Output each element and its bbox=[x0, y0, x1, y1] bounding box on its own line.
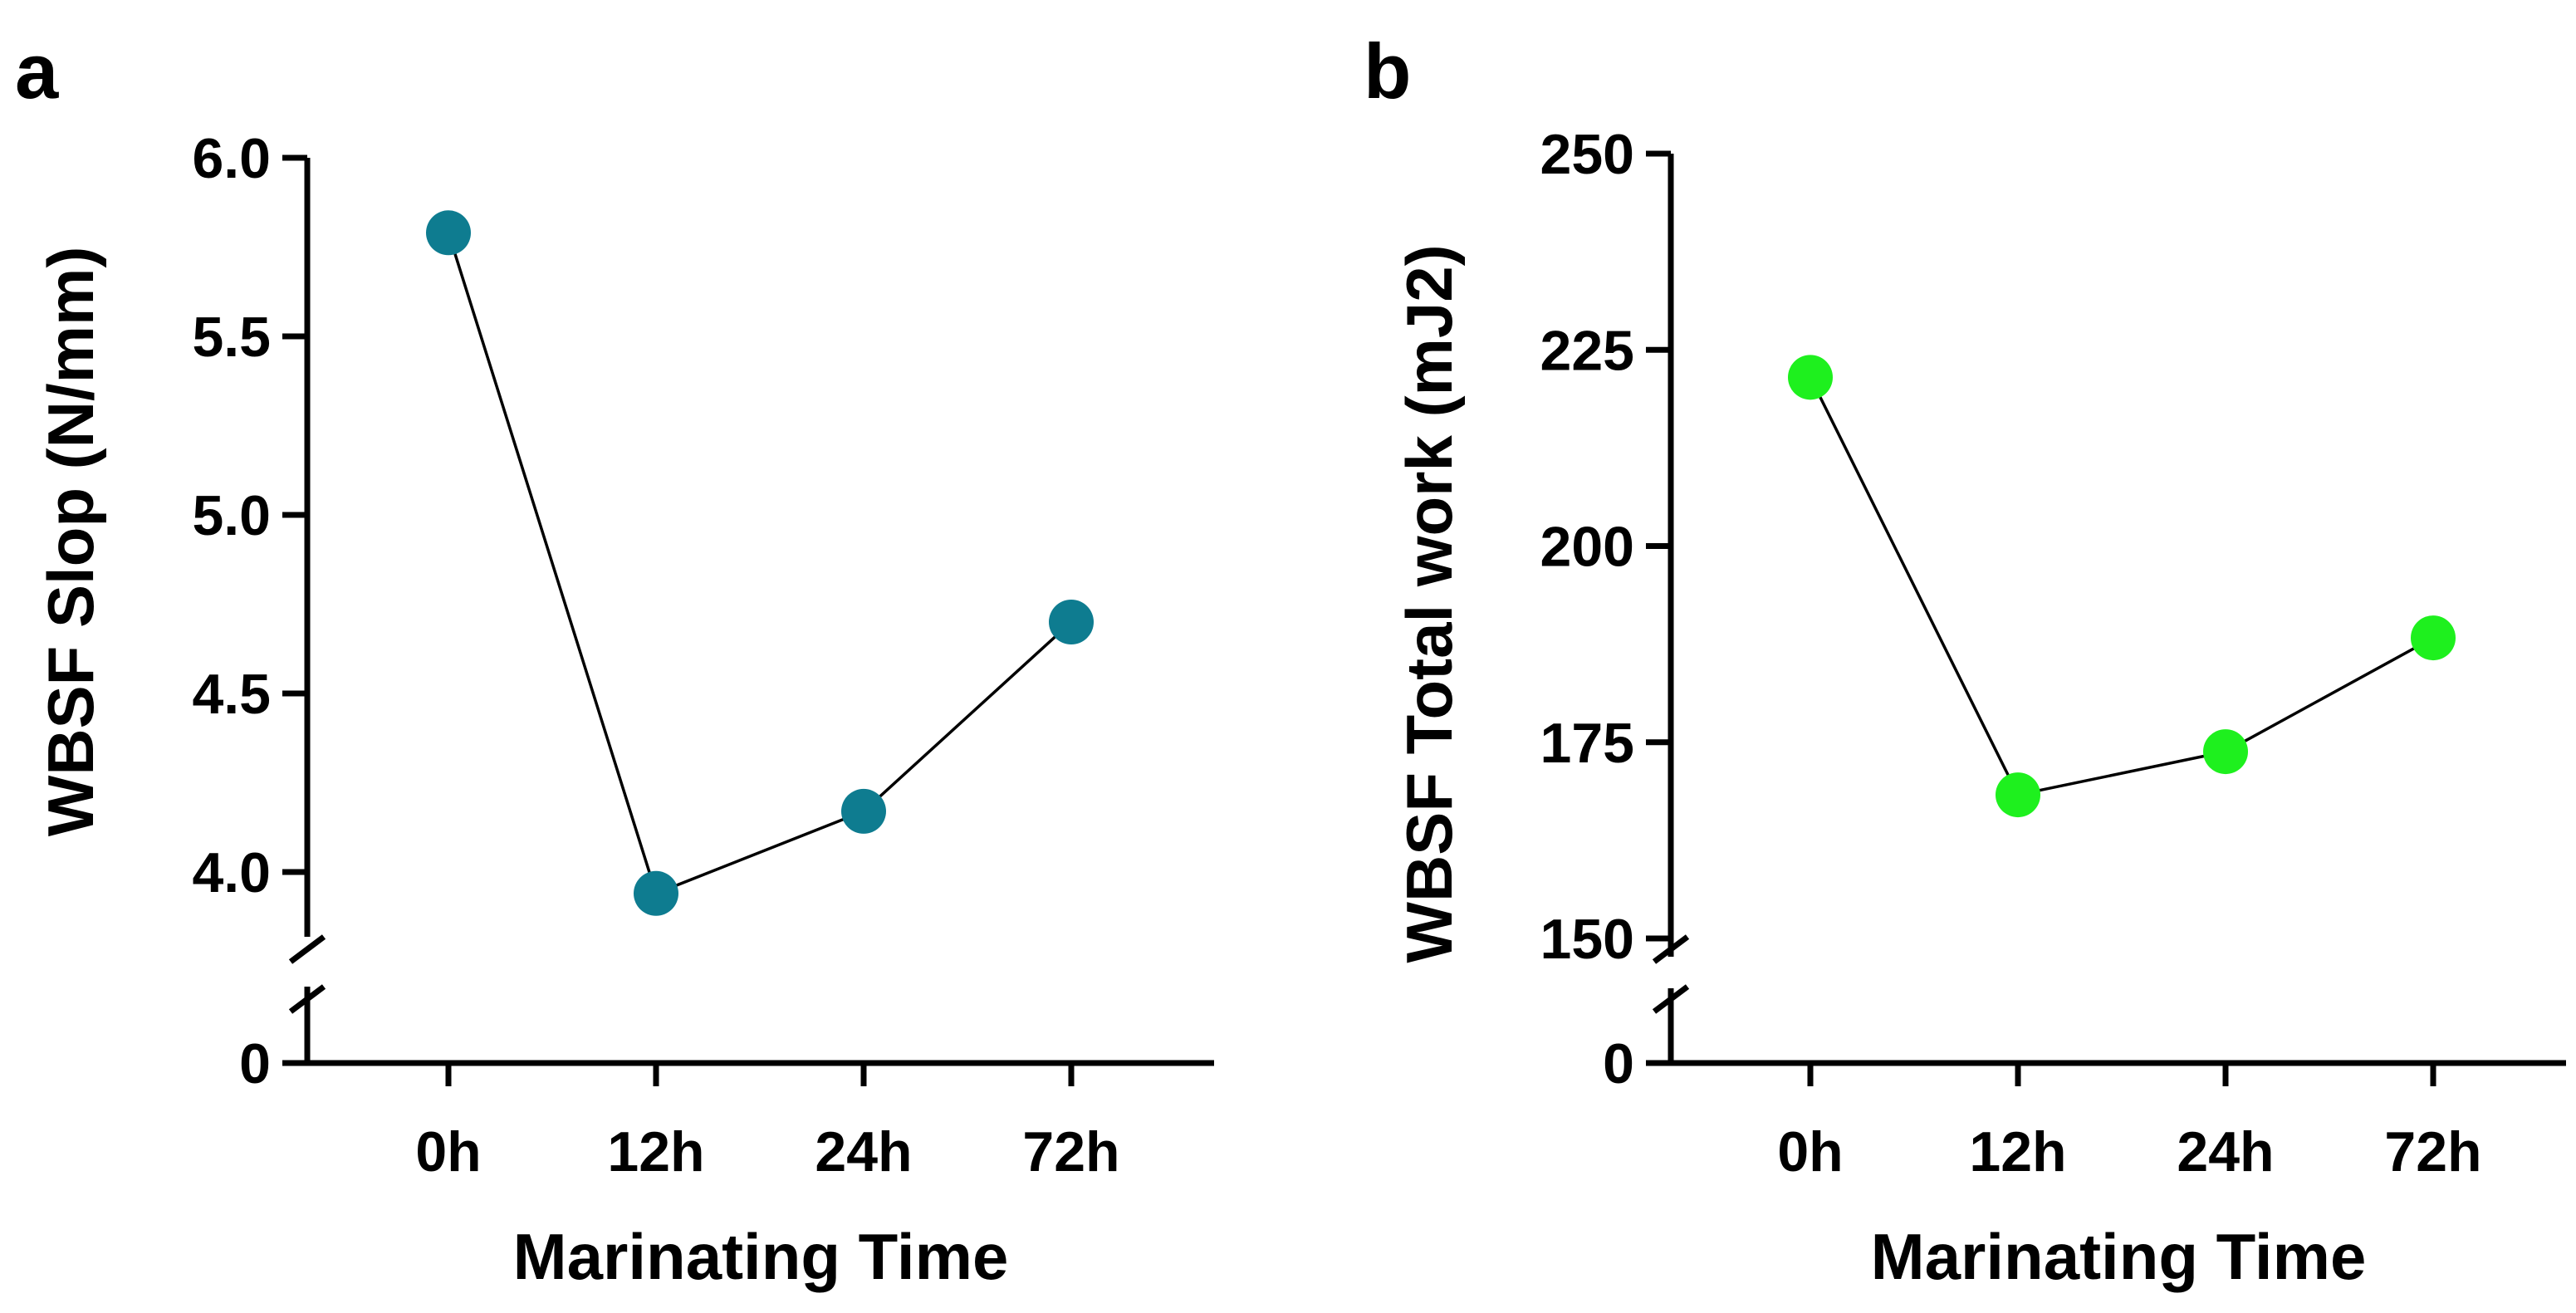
y-tick-label: 5.5 bbox=[192, 306, 271, 369]
x-tick-label: 12h bbox=[1969, 1120, 2066, 1183]
x-tick-label: 72h bbox=[1022, 1120, 1119, 1183]
y-tick-label: 225 bbox=[1540, 319, 1634, 382]
data-point bbox=[634, 870, 678, 916]
data-point bbox=[426, 210, 471, 256]
x-tick-label: 12h bbox=[607, 1120, 704, 1183]
axis-break-mark bbox=[288, 934, 326, 964]
axis-break-mark bbox=[1652, 984, 1690, 1014]
data-point bbox=[2203, 729, 2248, 775]
axis-break-mark bbox=[1652, 934, 1690, 964]
data-point bbox=[1996, 772, 2040, 818]
x-tick-label: 0h bbox=[1777, 1120, 1843, 1183]
y-tick-label: 4.5 bbox=[192, 663, 271, 726]
y-tick-label: 150 bbox=[1540, 908, 1634, 971]
x-axis-title: Marinating Time bbox=[1871, 1220, 2367, 1293]
y-axis-title: WBSF Slop (N/mm) bbox=[34, 247, 107, 837]
panel-label: a bbox=[15, 27, 59, 115]
x-tick-label: 72h bbox=[2384, 1120, 2481, 1183]
y-tick-label: 175 bbox=[1540, 712, 1634, 775]
y-tick-label-zero: 0 bbox=[239, 1032, 271, 1095]
x-axis-title: Marinating Time bbox=[513, 1220, 1009, 1293]
y-tick-label: 5.0 bbox=[192, 484, 271, 547]
y-tick-label: 200 bbox=[1540, 516, 1634, 579]
y-axis-title: WBSF Total work (mJ2) bbox=[1393, 244, 1466, 963]
data-point bbox=[2411, 615, 2456, 661]
panel-label: b bbox=[1364, 27, 1411, 115]
data-point bbox=[1049, 600, 1094, 644]
series-line bbox=[447, 232, 1073, 896]
data-point bbox=[1788, 355, 1833, 400]
data-point bbox=[841, 788, 886, 834]
y-tick-label: 6.0 bbox=[192, 127, 271, 190]
chart-panel-b: b 150 175 200 225 250 0 0h 12h 24h 72h Marinating T… bbox=[1364, 27, 2566, 1293]
series-line bbox=[1809, 376, 2434, 797]
x-tick-label: 24h bbox=[2177, 1120, 2274, 1183]
y-tick-label: 250 bbox=[1540, 123, 1634, 186]
x-tick-label: 0h bbox=[415, 1120, 481, 1183]
x-tick-label: 24h bbox=[815, 1120, 912, 1183]
axis-break-mark bbox=[288, 984, 326, 1014]
y-tick-label: 4.0 bbox=[192, 841, 271, 904]
y-tick-label-zero: 0 bbox=[1603, 1032, 1634, 1095]
